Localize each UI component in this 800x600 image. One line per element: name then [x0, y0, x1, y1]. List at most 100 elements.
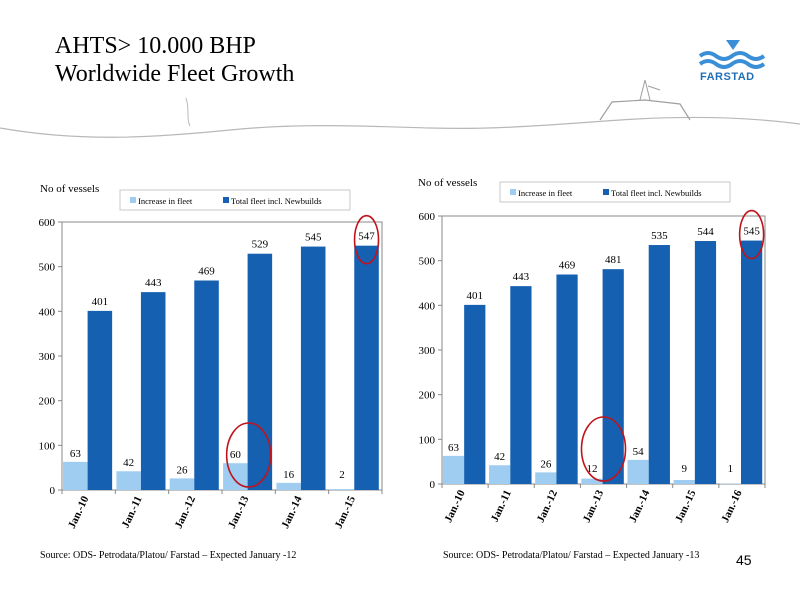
bar-increase: [442, 455, 465, 484]
bar-increase: [535, 472, 557, 484]
bar-increase: [329, 489, 355, 490]
legend-box: [119, 189, 351, 211]
data-label-increase: 54: [633, 446, 645, 458]
bar-total: [556, 274, 578, 484]
fleet-chart-jan-12: No of vessels Increase in fleet Total flee…: [39, 183, 383, 531]
data-label-increase: 9: [682, 463, 688, 475]
y-tick-label: 500: [419, 256, 436, 268]
data-label-total: 529: [252, 239, 269, 251]
highlight-circle: [225, 422, 272, 488]
data-label-increase: 63: [70, 448, 82, 460]
bar-total: [464, 304, 486, 484]
data-label-increase: 12: [586, 463, 597, 475]
y-tick-label: 200: [419, 390, 436, 402]
y-tick-label: 100: [419, 434, 436, 446]
data-label-total: 545: [305, 232, 322, 244]
legend-swatch-increase: [510, 189, 516, 195]
y-tick-label: 300: [419, 345, 436, 357]
highlight-circle: [353, 214, 380, 265]
y-tick-label: 200: [39, 396, 56, 408]
page-title: AHTS> 10.000 BHP Worldwide Fleet Growth: [55, 32, 294, 88]
data-label-total: 481: [605, 254, 622, 266]
x-tick-label: Jan.-13: [226, 494, 252, 531]
y-axis-label: No of vessels: [418, 177, 477, 189]
logo-wave-icon: [698, 51, 766, 61]
bar-increase: [116, 471, 141, 490]
data-label-increase: 42: [123, 457, 134, 469]
data-label-total: 443: [513, 271, 530, 283]
legend-label-total: Total fleet incl. Newbuilds: [231, 196, 322, 206]
bar-increase: [627, 459, 649, 484]
bar-total: [140, 292, 166, 490]
data-label-increase: 42: [494, 451, 505, 463]
x-tick-label: Jan.-14: [627, 488, 653, 525]
x-tick-label: Jan.-13: [581, 488, 607, 525]
x-tick-label: Jan.-12: [173, 494, 199, 531]
legend-label-total: Total fleet incl. Newbuilds: [611, 188, 702, 198]
y-tick-label: 100: [39, 440, 56, 452]
y-tick-label: 0: [430, 479, 436, 491]
data-label-increase: 60: [230, 449, 242, 461]
highlight-circle: [738, 209, 765, 260]
legend-box: [499, 181, 731, 203]
bar-total: [694, 241, 717, 484]
bar-increase: [276, 482, 301, 490]
y-tick-label: 400: [419, 300, 436, 312]
y-tick-label: 600: [39, 217, 56, 229]
y-tick-label: 300: [39, 351, 56, 363]
data-label-total: 469: [559, 260, 576, 272]
x-tick-label: Jan.-15: [673, 488, 699, 525]
data-label-total: 544: [697, 226, 714, 238]
data-label-increase: 1: [728, 463, 734, 475]
bar-increase: [581, 478, 603, 484]
bar-total: [602, 269, 624, 484]
logo-wave-icon: [698, 59, 766, 69]
farstad-logo: [698, 40, 766, 69]
bar-increase: [63, 461, 88, 490]
x-tick-label: Jan.-10: [66, 494, 92, 531]
source-note-right: Source: ODS- Petrodata/Platou/ Farstad –…: [443, 550, 700, 561]
legend-swatch-total: [223, 197, 229, 203]
legend-swatch-total: [603, 189, 609, 195]
y-tick-label: 600: [419, 211, 436, 223]
bar-total: [247, 253, 273, 490]
bar-total: [354, 245, 379, 490]
data-label-total: 443: [145, 277, 162, 289]
source-note-left: Source: ODS- Petrodata/Platou/ Farstad –…: [40, 550, 297, 561]
x-tick-label: Jan.-10: [442, 488, 468, 525]
bar-total: [300, 246, 326, 490]
fleet-chart-jan-13: No of vessels Increase in fleet Total flee…: [418, 177, 766, 525]
data-label-total: 535: [651, 230, 668, 242]
x-tick-label: Jan.-16: [719, 488, 745, 525]
data-label-increase: 16: [283, 469, 295, 481]
y-tick-label: 0: [50, 485, 56, 497]
x-tick-label: Jan.-11: [120, 494, 145, 530]
data-label-increase: 63: [448, 442, 460, 454]
x-tick-label: Jan.-14: [279, 494, 305, 531]
data-label-total: 545: [743, 226, 760, 238]
data-label-total: 547: [358, 231, 375, 243]
page-number: 45: [736, 552, 752, 568]
bar-total: [648, 245, 670, 484]
bar-total: [510, 286, 532, 484]
logo-text: FARSTAD: [700, 71, 755, 83]
data-label-increase: 2: [339, 469, 345, 481]
bar-increase: [673, 479, 695, 484]
y-tick-label: 400: [39, 306, 56, 318]
bar-increase: [169, 478, 195, 490]
wave-ship-decoration: [0, 80, 800, 138]
title-line-2: Worldwide Fleet Growth: [55, 61, 295, 87]
logo-triangle-icon: [726, 40, 740, 50]
legend-swatch-increase: [130, 197, 136, 203]
bar-increase: [489, 465, 511, 484]
y-tick-label: 500: [39, 262, 56, 274]
ship-icon: [599, 99, 691, 121]
data-label-total: 469: [198, 266, 215, 278]
data-label-increase: 26: [540, 458, 552, 470]
data-label-total: 401: [467, 290, 484, 302]
bar-total: [87, 310, 113, 490]
legend-label-increase: Increase in fleet: [518, 188, 573, 198]
data-label-increase: 26: [177, 464, 189, 476]
data-label-total: 401: [92, 296, 109, 308]
x-tick-label: Jan.-12: [535, 488, 561, 525]
